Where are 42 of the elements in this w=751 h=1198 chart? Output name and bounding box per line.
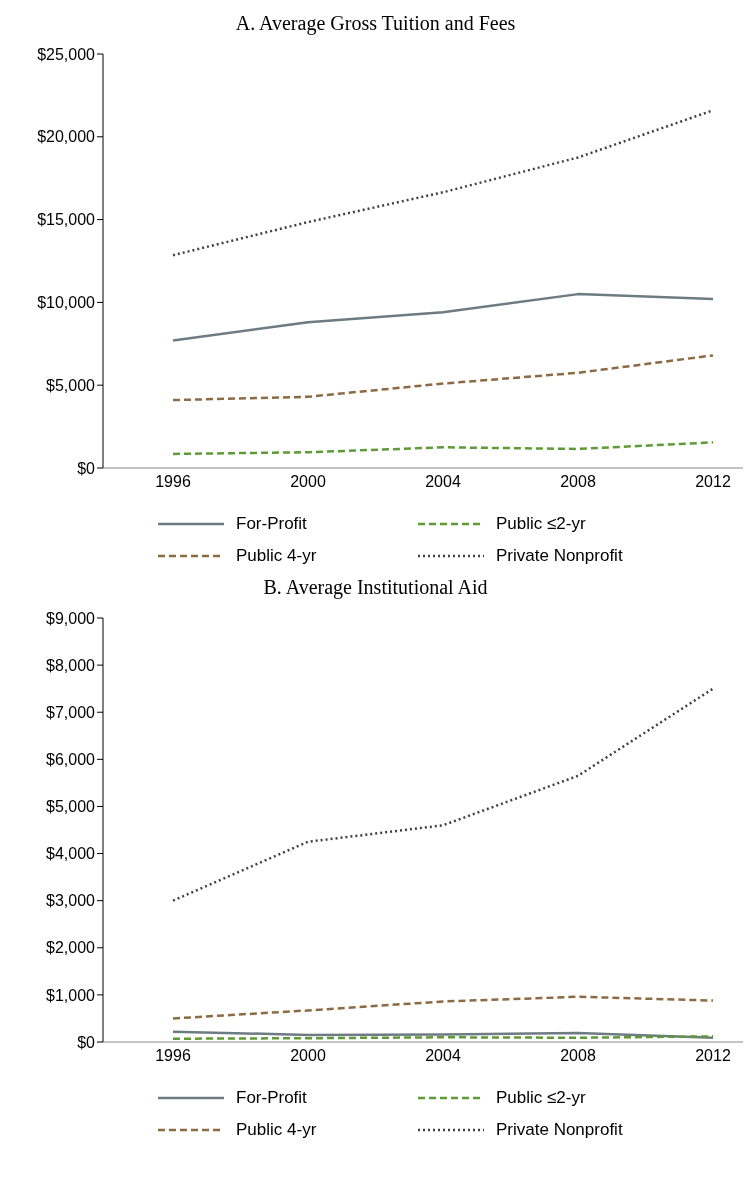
x-tick-label: 1996 [155, 1047, 191, 1065]
legend-label: Public ≤2-yr [496, 1088, 586, 1108]
y-tick-label: $3,000 [46, 892, 96, 910]
x-tick-label: 2012 [695, 473, 731, 491]
y-tick-label: $5,000 [46, 376, 96, 394]
legend-label: Public ≤2-yr [496, 514, 586, 534]
legend-label: Public 4-yr [236, 546, 317, 566]
legend-label: Private Nonprofit [496, 1120, 623, 1140]
x-tick-label: 1996 [155, 473, 191, 491]
y-tick-label: $25,000 [37, 45, 96, 63]
y-tick-label: $9,000 [46, 609, 96, 627]
y-tick-label: $8,000 [46, 656, 96, 674]
line-series [171, 687, 715, 902]
y-tick-label: $0 [77, 1033, 96, 1051]
y-tick-label: $10,000 [37, 294, 96, 312]
legend-label: For-Profit [236, 1088, 307, 1108]
x-tick-label: 2000 [290, 473, 326, 491]
y-tick-label: $1,000 [46, 986, 96, 1004]
y-tick-label: $15,000 [37, 211, 96, 229]
chart-title: A. Average Gross Tuition and Fees [234, 11, 517, 37]
line-series [171, 995, 715, 1020]
x-tick-label: 2004 [425, 1047, 461, 1065]
legend-label: Private Nonprofit [496, 546, 623, 566]
y-tick-label: $5,000 [46, 798, 96, 816]
line-series [171, 292, 715, 342]
x-tick-label: 2000 [290, 1047, 326, 1065]
y-tick-label: $4,000 [46, 845, 96, 863]
line-series [171, 441, 715, 456]
y-tick-label: $7,000 [46, 703, 96, 721]
line-series [171, 354, 715, 402]
y-tick-label: $2,000 [46, 939, 96, 957]
legend-label: For-Profit [236, 514, 307, 534]
line-series [171, 1030, 715, 1040]
x-tick-label: 2004 [425, 473, 461, 491]
x-tick-label: 2008 [560, 1047, 596, 1065]
legend-label: Public 4-yr [236, 1120, 317, 1140]
x-tick-label: 2012 [695, 1047, 731, 1065]
x-tick-label: 2008 [560, 473, 596, 491]
y-tick-label: $6,000 [46, 751, 96, 769]
y-tick-label: $20,000 [37, 128, 96, 146]
chart-title: B. Average Institutional Aid [262, 575, 489, 601]
y-tick-label: $0 [77, 459, 96, 477]
